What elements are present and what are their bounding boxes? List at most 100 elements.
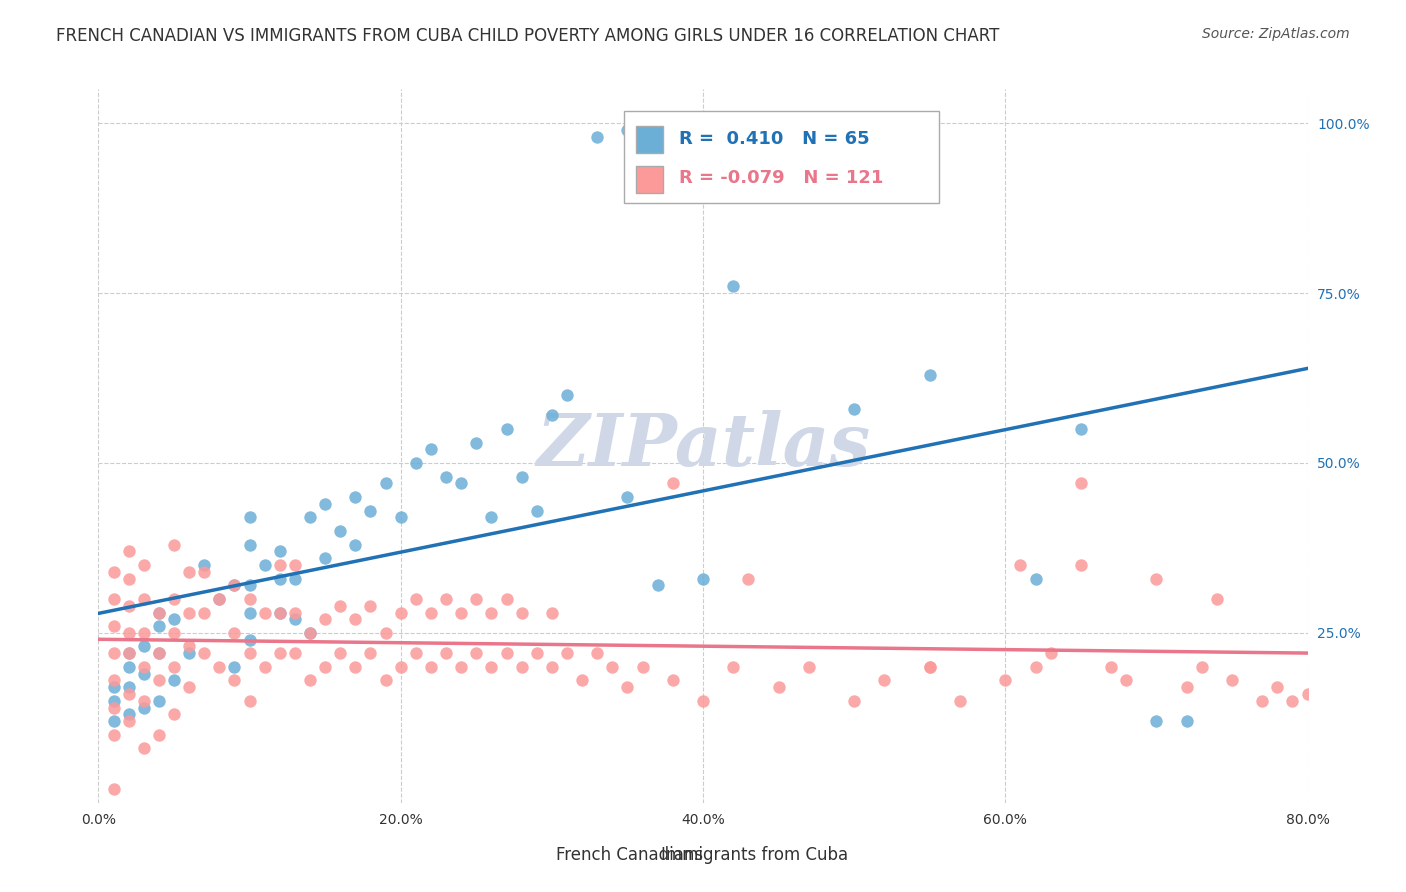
Point	[163, 537, 186, 551]
Point	[1099, 660, 1122, 674]
Point	[661, 673, 683, 688]
Point	[495, 422, 517, 436]
Point	[193, 646, 215, 660]
Point	[434, 591, 457, 606]
Point	[844, 401, 866, 416]
Text: French Canadians: French Canadians	[555, 846, 703, 863]
FancyBboxPatch shape	[637, 127, 664, 153]
Point	[103, 714, 125, 729]
Point	[1144, 714, 1167, 729]
Point	[616, 680, 638, 694]
Point	[737, 572, 759, 586]
Point	[299, 510, 322, 524]
Point	[360, 599, 382, 613]
Point	[299, 673, 322, 688]
Point	[163, 707, 186, 722]
Point	[1175, 680, 1198, 694]
Point	[495, 646, 517, 660]
Point	[224, 578, 246, 592]
Point	[239, 537, 262, 551]
Point	[103, 565, 125, 579]
Point	[602, 660, 624, 674]
Point	[284, 646, 307, 660]
Point	[118, 707, 141, 722]
Point	[344, 612, 367, 626]
Point	[389, 510, 412, 524]
Point	[329, 524, 352, 538]
Point	[314, 660, 336, 674]
Point	[299, 626, 322, 640]
Point	[465, 591, 488, 606]
Point	[420, 606, 443, 620]
Point	[103, 591, 125, 606]
Point	[374, 673, 396, 688]
Point	[163, 673, 186, 688]
Point	[1070, 558, 1092, 572]
Point	[132, 591, 155, 606]
Point	[631, 660, 654, 674]
Point	[118, 680, 141, 694]
Point	[1024, 660, 1046, 674]
Point	[844, 694, 866, 708]
Point	[148, 646, 170, 660]
Point	[873, 673, 896, 688]
Point	[103, 728, 125, 742]
Point	[540, 660, 562, 674]
Point	[797, 660, 820, 674]
Point	[239, 694, 262, 708]
Point	[118, 599, 141, 613]
Point	[118, 646, 141, 660]
Point	[103, 680, 125, 694]
Point	[253, 606, 276, 620]
Point	[179, 680, 201, 694]
Point	[329, 599, 352, 613]
Point	[374, 476, 396, 491]
Point	[132, 700, 155, 714]
Point	[179, 565, 201, 579]
Point	[269, 646, 291, 660]
FancyBboxPatch shape	[637, 166, 664, 193]
Point	[723, 660, 745, 674]
Point	[344, 490, 367, 504]
Point	[1070, 476, 1092, 491]
Point	[1024, 572, 1046, 586]
Point	[374, 626, 396, 640]
Point	[661, 476, 683, 491]
Point	[132, 640, 155, 654]
Point	[389, 606, 412, 620]
Point	[208, 660, 231, 674]
Point	[1144, 572, 1167, 586]
Point	[284, 606, 307, 620]
Point	[118, 687, 141, 701]
Point	[1191, 660, 1213, 674]
Point	[540, 409, 562, 423]
Point	[420, 660, 443, 674]
Point	[208, 591, 231, 606]
Point	[118, 544, 141, 558]
Point	[148, 606, 170, 620]
Point	[148, 728, 170, 742]
Point	[1070, 422, 1092, 436]
Point	[949, 694, 972, 708]
FancyBboxPatch shape	[540, 835, 564, 856]
Point	[224, 673, 246, 688]
Point	[148, 673, 170, 688]
Point	[103, 700, 125, 714]
Point	[103, 673, 125, 688]
Point	[1267, 680, 1289, 694]
Text: ZIPatlas: ZIPatlas	[536, 410, 870, 482]
Point	[132, 694, 155, 708]
Point	[193, 565, 215, 579]
Point	[481, 510, 503, 524]
Point	[239, 606, 262, 620]
Point	[1220, 673, 1243, 688]
Point	[555, 646, 578, 660]
Point	[510, 660, 533, 674]
Point	[148, 606, 170, 620]
Point	[103, 646, 125, 660]
Point	[253, 660, 276, 674]
Point	[405, 456, 427, 470]
Point	[269, 544, 291, 558]
Text: FRENCH CANADIAN VS IMMIGRANTS FROM CUBA CHILD POVERTY AMONG GIRLS UNDER 16 CORRE: FRENCH CANADIAN VS IMMIGRANTS FROM CUBA …	[56, 27, 1000, 45]
Point	[269, 606, 291, 620]
